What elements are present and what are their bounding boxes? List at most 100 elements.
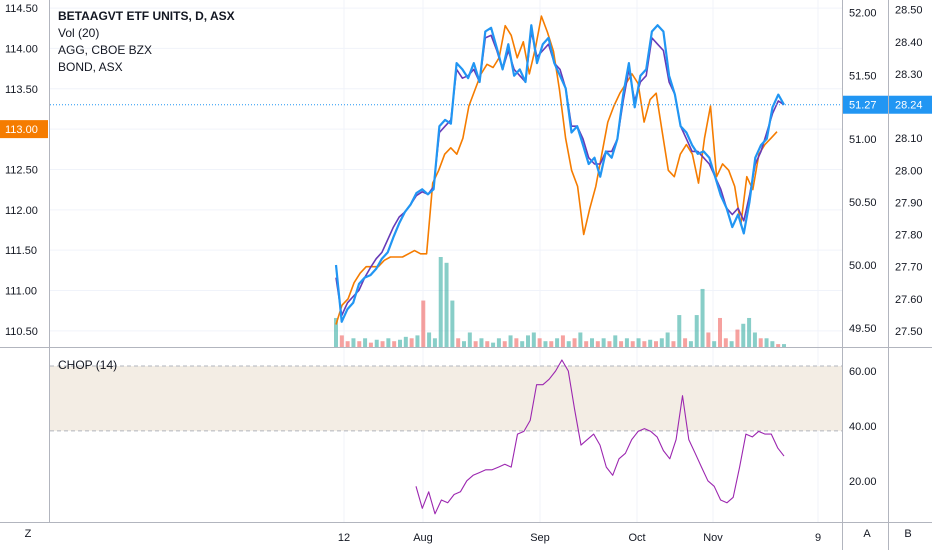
volume-bar bbox=[334, 317, 338, 347]
volume-bar bbox=[735, 329, 740, 347]
bond-line bbox=[335, 15, 778, 325]
volume-bar bbox=[462, 341, 466, 347]
agg-tick-label: 52.00 bbox=[849, 8, 877, 20]
volume-bar bbox=[467, 332, 472, 347]
agg-tick-label: 51.50 bbox=[849, 71, 877, 83]
left-tick-label: 114.00 bbox=[5, 43, 38, 55]
betaagvt-line bbox=[334, 24, 785, 323]
volume-bar bbox=[339, 335, 344, 347]
volume-bar bbox=[636, 338, 641, 347]
chop-tick-label: 60.00 bbox=[849, 366, 877, 378]
volume-bar bbox=[590, 338, 594, 347]
chop-tick-label: 20.00 bbox=[849, 476, 877, 488]
volume-bar bbox=[624, 338, 629, 347]
volume-bar bbox=[386, 338, 391, 347]
volume-bar bbox=[700, 288, 705, 347]
volume-bar bbox=[380, 341, 385, 347]
volume-bar bbox=[729, 341, 734, 347]
left-tick-label: 113.50 bbox=[5, 84, 38, 96]
auto-scale-button[interactable]: A bbox=[863, 528, 871, 540]
bond-tick-label: 28.10 bbox=[895, 133, 923, 145]
x-tick-label: 12 bbox=[338, 532, 350, 544]
volume-bar bbox=[782, 344, 786, 347]
volume-bar bbox=[572, 338, 577, 347]
volume-bar bbox=[427, 332, 432, 347]
volume-bar bbox=[491, 342, 496, 347]
volume-bar bbox=[531, 332, 536, 347]
axis-labels: 114.50 114.00 113.50 113.00 112.50 112.00 111.… bbox=[0, 3, 932, 544]
volume-bar bbox=[549, 341, 554, 347]
chop-band-fill bbox=[50, 366, 842, 431]
volume-bar bbox=[485, 341, 490, 347]
left-tick-label: 112.50 bbox=[5, 164, 38, 176]
volume-bars bbox=[334, 257, 786, 347]
volume-bar bbox=[770, 341, 775, 347]
bond-tick-label: 27.50 bbox=[895, 326, 923, 338]
volume-bar bbox=[432, 338, 437, 347]
volume-bar bbox=[601, 338, 606, 347]
volume-bar bbox=[473, 341, 478, 347]
volume-bar bbox=[776, 344, 781, 347]
volume-bar bbox=[345, 341, 350, 347]
volume-bar bbox=[351, 338, 356, 347]
volume-bar bbox=[566, 341, 571, 347]
legend-bond[interactable]: BOND, ASX bbox=[58, 60, 123, 74]
agg-tick-label: 51.00 bbox=[849, 134, 877, 146]
volume-bar bbox=[537, 338, 542, 347]
left-tick-label: 111.00 bbox=[5, 286, 37, 298]
volume-bar bbox=[665, 332, 670, 347]
bond-tick-label: 28.50 bbox=[895, 5, 923, 17]
volume-bar bbox=[560, 335, 565, 347]
volume-bar bbox=[747, 317, 752, 347]
volume-bar bbox=[752, 332, 757, 347]
agg-current-badge bbox=[843, 95, 888, 114]
volume-bar bbox=[456, 338, 461, 347]
bond-tick-label: 27.70 bbox=[895, 262, 923, 274]
volume-bar bbox=[584, 341, 589, 347]
left-tick-label: 110.50 bbox=[5, 326, 38, 338]
volume-bar bbox=[607, 341, 612, 347]
legend-agg[interactable]: AGG, CBOE BZX bbox=[58, 43, 153, 57]
legend-chop[interactable]: CHOP (14) bbox=[58, 358, 118, 372]
bond-tick-label: 27.80 bbox=[895, 230, 923, 242]
bond-current-badge bbox=[889, 95, 932, 114]
bond-tick-label: 28.00 bbox=[895, 165, 923, 177]
left-current-badge bbox=[0, 120, 48, 139]
legend-symbol[interactable]: BETAAGVT ETF UNITS, D, ASX bbox=[58, 9, 235, 23]
volume-bar bbox=[613, 335, 618, 347]
volume-bar bbox=[502, 341, 507, 347]
bond-tick-label: 28.40 bbox=[895, 37, 923, 49]
volume-bar bbox=[398, 339, 402, 347]
chart-grid bbox=[50, 0, 842, 522]
volume-bar bbox=[654, 341, 658, 347]
volume-bar bbox=[368, 342, 373, 347]
volume-bar bbox=[677, 315, 682, 347]
volume-bar bbox=[648, 339, 653, 347]
volume-bar bbox=[363, 338, 368, 347]
price-series bbox=[50, 15, 842, 515]
left-tick-label: 112.00 bbox=[5, 205, 38, 217]
x-tick-label: Oct bbox=[628, 532, 645, 544]
chop-line bbox=[415, 359, 785, 515]
volume-bar bbox=[438, 257, 443, 347]
volume-bar bbox=[514, 338, 519, 347]
volume-bar bbox=[496, 338, 501, 347]
left-current-label: 113.00 bbox=[5, 124, 38, 136]
legend-vol[interactable]: Vol (20) bbox=[58, 26, 100, 40]
left-tick-label: 114.50 bbox=[5, 3, 38, 15]
zoom-button[interactable]: Z bbox=[24, 528, 32, 540]
chop-tick-label: 40.00 bbox=[849, 421, 877, 433]
x-tick-label: 9 bbox=[815, 532, 821, 544]
volume-bar bbox=[683, 338, 688, 347]
settings-b-button[interactable]: B bbox=[904, 528, 912, 540]
volume-bar bbox=[415, 335, 420, 347]
volume-bar bbox=[374, 339, 379, 347]
volume-bar bbox=[706, 332, 711, 347]
agg-tick-label: 49.50 bbox=[849, 323, 877, 335]
volume-bar bbox=[758, 338, 763, 347]
volume-bar bbox=[764, 338, 769, 347]
volume-bar bbox=[659, 338, 664, 347]
agg-tick-label: 50.00 bbox=[849, 260, 877, 272]
